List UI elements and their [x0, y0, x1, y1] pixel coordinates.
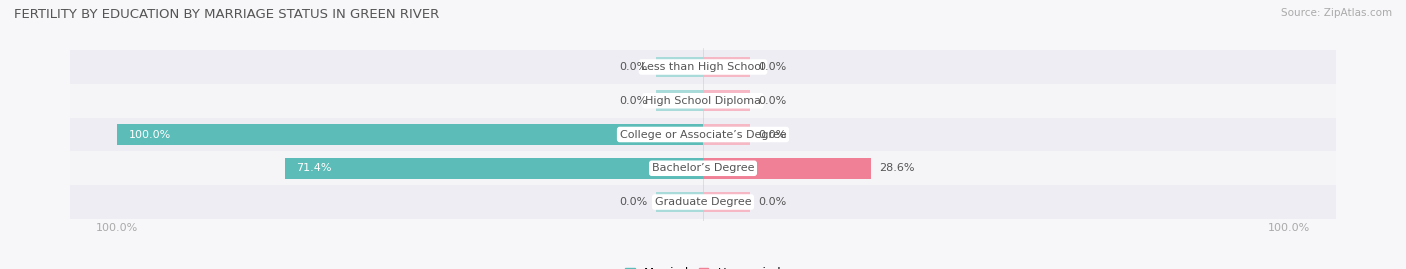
Text: 71.4%: 71.4%: [297, 163, 332, 173]
Text: Source: ZipAtlas.com: Source: ZipAtlas.com: [1281, 8, 1392, 18]
Bar: [703, 192, 749, 213]
Text: 0.0%: 0.0%: [619, 62, 647, 72]
Bar: [70, 151, 1336, 185]
Bar: [70, 185, 1336, 219]
Bar: [703, 90, 749, 111]
Bar: [703, 56, 749, 77]
Text: Bachelor’s Degree: Bachelor’s Degree: [652, 163, 754, 173]
Text: 0.0%: 0.0%: [619, 96, 647, 106]
Text: FERTILITY BY EDUCATION BY MARRIAGE STATUS IN GREEN RIVER: FERTILITY BY EDUCATION BY MARRIAGE STATU…: [14, 8, 439, 21]
Bar: [703, 124, 749, 145]
Text: 28.6%: 28.6%: [879, 163, 915, 173]
Text: High School Diploma: High School Diploma: [645, 96, 761, 106]
Text: 0.0%: 0.0%: [619, 197, 647, 207]
Bar: [657, 56, 703, 77]
Bar: [657, 90, 703, 111]
Text: College or Associate’s Degree: College or Associate’s Degree: [620, 129, 786, 140]
Bar: [70, 50, 1336, 84]
Text: 0.0%: 0.0%: [759, 129, 787, 140]
Text: 0.0%: 0.0%: [759, 197, 787, 207]
Bar: [657, 192, 703, 213]
Bar: [70, 118, 1336, 151]
Text: 100.0%: 100.0%: [129, 129, 172, 140]
Text: Less than High School: Less than High School: [641, 62, 765, 72]
Bar: [703, 158, 870, 179]
Text: 0.0%: 0.0%: [759, 96, 787, 106]
Legend: Married, Unmarried: Married, Unmarried: [626, 267, 780, 269]
Text: Graduate Degree: Graduate Degree: [655, 197, 751, 207]
Bar: [70, 84, 1336, 118]
Bar: [117, 124, 703, 145]
Bar: [284, 158, 703, 179]
Text: 0.0%: 0.0%: [759, 62, 787, 72]
